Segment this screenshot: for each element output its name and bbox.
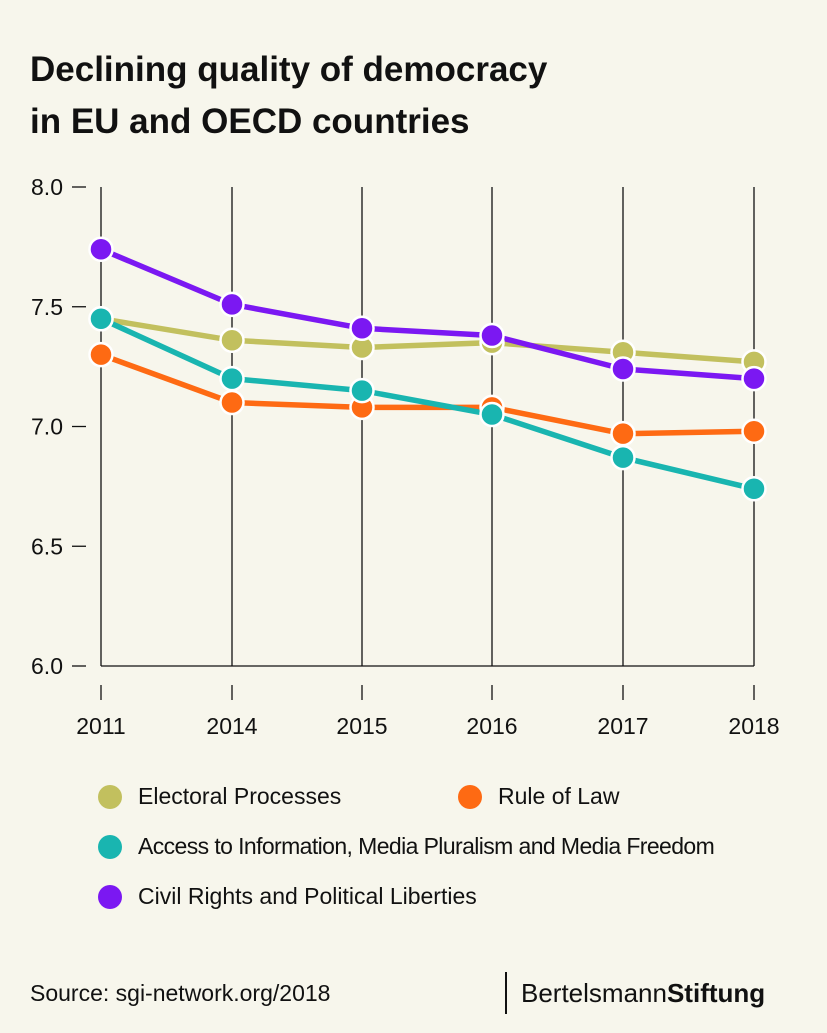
brand-logo: Bertelsmann Stiftung xyxy=(505,972,765,1014)
x-tick-label-2015: 2015 xyxy=(336,713,387,739)
legend-swatch-rule-of-law xyxy=(458,784,482,809)
x-tick-label-2016: 2016 xyxy=(466,713,517,739)
y-tick-label-7.5: 7.5 xyxy=(31,294,63,320)
y-tick-label-6.5: 6.5 xyxy=(31,533,63,559)
data-point-rule-of-law-2014 xyxy=(219,389,245,416)
brand-name-part-1: Bertelsmann xyxy=(521,977,667,1008)
legend-item-civil-rights: Civil Rights and Political Liberties xyxy=(98,883,477,910)
x-tick-label-2017: 2017 xyxy=(597,713,648,739)
legend-item-access-to-information: Access to Information, Media Pluralism a… xyxy=(98,833,715,860)
line-chart: 6.0 6.5 7.0 7.5 8.0 2011 2014 2015 2016 2017 2018 xyxy=(31,174,780,739)
data-point-civil-rights-and-political-liberties-2015 xyxy=(349,315,375,342)
legend-label-rule-of-law: Rule of Law xyxy=(498,783,620,809)
data-point-civil-rights-and-political-liberties-2016 xyxy=(479,322,505,349)
legend-label-electoral-processes: Electoral Processes xyxy=(138,783,342,809)
series-line-civil-rights-and-political-liberties xyxy=(98,246,757,382)
data-point-electoral-processes-2014 xyxy=(219,327,245,354)
chart-title-line-2: in EU and OECD countries xyxy=(30,102,470,141)
data-point-rule-of-law-2011 xyxy=(88,341,114,368)
legend-swatch-electoral-processes xyxy=(98,784,122,809)
legend-swatch-access-to-information xyxy=(98,834,122,859)
data-point-access-to-information-media-pluralism-and-media-freedom-2018 xyxy=(741,476,767,502)
data-point-access-to-information-media-pluralism-and-media-freedom-2014 xyxy=(219,365,245,392)
data-point-rule-of-law-2017 xyxy=(610,420,636,447)
source-note: Source: sgi-network.org/2018 xyxy=(30,980,331,1006)
legend-label-access-to-information: Access to Information, Media Pluralism a… xyxy=(138,833,715,859)
data-point-rule-of-law-2018 xyxy=(741,418,767,445)
y-tick-label-6.0: 6.0 xyxy=(31,653,63,679)
legend-item-rule-of-law: Rule of Law xyxy=(458,783,619,810)
x-tick-label-2014: 2014 xyxy=(206,713,257,739)
series-line-rule-of-law xyxy=(98,351,757,437)
y-tick-label-7.0: 7.0 xyxy=(31,414,63,440)
data-point-access-to-information-media-pluralism-and-media-freedom-2017 xyxy=(610,444,636,471)
data-point-access-to-information-media-pluralism-and-media-freedom-2011 xyxy=(88,305,114,332)
brand-name-part-2: Stiftung xyxy=(666,977,766,1008)
x-tick-label-2011: 2011 xyxy=(76,713,125,739)
legend-swatch-civil-rights xyxy=(98,884,122,909)
legend-label-civil-rights: Civil Rights and Political Liberties xyxy=(138,883,477,909)
series-line-access-to-information-media-pluralism-and-media-freedom xyxy=(98,315,757,492)
data-point-civil-rights-and-political-liberties-2018 xyxy=(741,365,767,392)
chart-title: Declining quality of democracy in EU and… xyxy=(30,44,790,148)
legend-item-electoral-processes: Electoral Processes xyxy=(98,783,341,810)
data-point-civil-rights-and-political-liberties-2011 xyxy=(88,236,114,263)
data-point-access-to-information-media-pluralism-and-media-freedom-2016 xyxy=(479,401,505,428)
x-tick-label-2018: 2018 xyxy=(728,713,779,739)
y-tick-label-8.0: 8.0 xyxy=(31,174,63,200)
data-point-civil-rights-and-political-liberties-2014 xyxy=(219,291,245,318)
chart-title-line-1: Declining quality of democracy xyxy=(30,50,548,89)
series-line-electoral-processes xyxy=(98,315,757,365)
data-point-civil-rights-and-political-liberties-2017 xyxy=(610,356,636,382)
data-point-access-to-information-media-pluralism-and-media-freedom-2015 xyxy=(349,377,375,404)
